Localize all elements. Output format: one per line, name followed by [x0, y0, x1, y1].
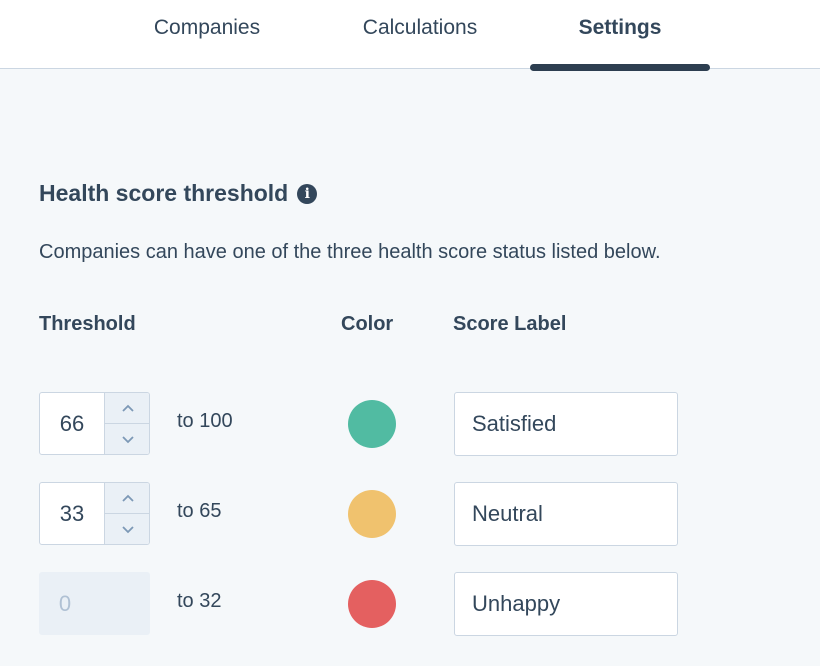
tab-companies[interactable]: Companies [153, 16, 261, 39]
decrement-button[interactable] [105, 424, 149, 454]
range-text-unhappy: to 32 [177, 590, 222, 612]
threshold-value[interactable]: 66 [59, 411, 85, 436]
column-header-threshold: Threshold [39, 313, 136, 335]
score-label-input-satisfied[interactable] [454, 392, 678, 456]
section-title-text: Health score threshold [39, 180, 289, 206]
color-swatch-satisfied[interactable] [348, 400, 396, 448]
section-title: Health score threshold i [39, 180, 318, 207]
tab-bar: Companies Calculations Settings [0, 0, 820, 69]
tab-settings[interactable]: Settings [578, 16, 662, 39]
chevron-up-icon [121, 494, 134, 502]
chevron-down-icon [121, 435, 134, 443]
threshold-stepper-neutral[interactable]: 33 [39, 482, 150, 545]
chevron-down-icon [121, 525, 134, 533]
score-label-input-unhappy[interactable] [454, 572, 678, 636]
chevron-up-icon [121, 404, 134, 412]
stepper-buttons [104, 393, 149, 454]
threshold-value[interactable]: 33 [59, 501, 85, 526]
threshold-stepper-satisfied[interactable]: 66 [39, 392, 150, 455]
info-circle-icon[interactable]: i [297, 183, 318, 204]
range-text-satisfied: to 100 [177, 410, 233, 432]
range-text-neutral: to 65 [177, 500, 222, 522]
active-tab-indicator [530, 64, 710, 71]
column-header-score-label: Score Label [453, 313, 567, 335]
decrement-button[interactable] [105, 514, 149, 544]
tab-calculations[interactable]: Calculations [362, 16, 478, 39]
threshold-stepper-unhappy: 0 [39, 572, 150, 635]
color-swatch-unhappy[interactable] [348, 580, 396, 628]
score-label-input-neutral[interactable] [454, 482, 678, 546]
increment-button[interactable] [105, 483, 149, 514]
column-header-color: Color [341, 313, 394, 335]
section-description: Companies can have one of the three heal… [39, 241, 661, 263]
stepper-buttons [104, 483, 149, 544]
increment-button[interactable] [105, 393, 149, 424]
threshold-value: 0 [58, 591, 72, 616]
color-swatch-neutral[interactable] [348, 490, 396, 538]
